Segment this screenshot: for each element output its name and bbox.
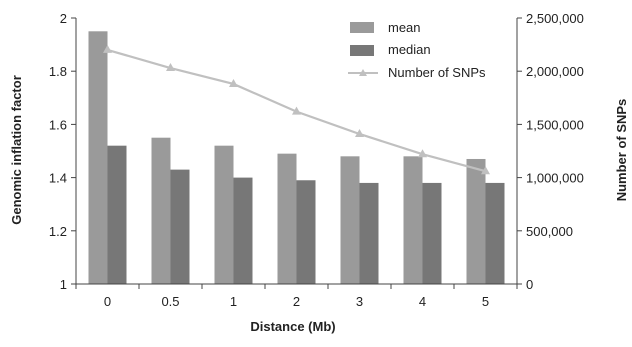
y-axis-title: Genomic inflation factor (9, 75, 24, 225)
x-tick-label-6: 5 (482, 294, 489, 309)
snp-marker-5 (418, 149, 427, 158)
y-tick-label-1: 1.2 (49, 224, 67, 239)
bars-layer (88, 31, 505, 284)
legend-label-snps: Number of SNPs (388, 65, 486, 80)
bar-mean-5 (403, 156, 423, 284)
y-tick-label-0: 1 (60, 277, 67, 292)
bar-median-0 (107, 145, 127, 284)
y2-axis-title: Number of SNPs (614, 99, 629, 202)
x-tick-label-5: 4 (419, 294, 426, 309)
x-axis-title: Distance (Mb) (250, 319, 335, 334)
snp-line-layer (103, 44, 490, 175)
bar-mean-0 (88, 31, 108, 284)
legend-swatch-mean (350, 22, 374, 33)
bar-mean-1 (151, 137, 171, 284)
y2-tick-label-3: 1,500,000 (526, 117, 584, 132)
bar-median-6 (485, 182, 505, 284)
x-tick-label-2: 1 (230, 294, 237, 309)
snp-marker-6 (481, 166, 490, 175)
snp-marker-0 (103, 44, 112, 53)
bar-mean-6 (466, 158, 486, 284)
x-tick-label-4: 3 (356, 294, 363, 309)
y2-tick-label-4: 2,000,000 (526, 64, 584, 79)
y2-tick-label-1: 500,000 (526, 224, 573, 239)
y2-tick-label-2: 1,000,000 (526, 171, 584, 186)
bar-median-4 (359, 182, 379, 284)
y-tick-label-2: 1.4 (49, 171, 67, 186)
bar-mean-2 (214, 145, 234, 284)
legend-swatch-median (350, 45, 374, 56)
x-tick-label-3: 2 (293, 294, 300, 309)
bar-median-3 (296, 180, 316, 284)
y-tick-label-5: 2 (60, 11, 67, 26)
ticks-layer: 1 1.2 1.4 1.6 1.8 2 0 500,000 1,000,000 1,500,000… (49, 11, 584, 309)
bar-median-5 (422, 182, 442, 284)
x-tick-label-1: 0.5 (161, 294, 179, 309)
y-tick-label-4: 1.8 (49, 64, 67, 79)
snp-marker-4 (355, 128, 364, 137)
y-tick-label-3: 1.6 (49, 117, 67, 132)
legend: mean median Number of SNPs (348, 20, 486, 80)
snp-marker-3 (292, 106, 301, 115)
bar-mean-3 (277, 153, 297, 284)
y2-tick-label-5: 2,500,000 (526, 11, 584, 26)
bar-mean-4 (340, 156, 360, 284)
x-tick-label-0: 0 (104, 294, 111, 309)
bar-median-1 (170, 169, 190, 284)
snp-marker-2 (229, 78, 238, 87)
legend-label-mean: mean (388, 20, 421, 35)
legend-label-median: median (388, 42, 431, 57)
y2-tick-label-0: 0 (526, 277, 533, 292)
legend-swatch-snps-marker (359, 69, 367, 76)
bar-median-2 (233, 177, 253, 284)
snp-marker-1 (166, 63, 175, 72)
axes-layer (71, 17, 522, 289)
